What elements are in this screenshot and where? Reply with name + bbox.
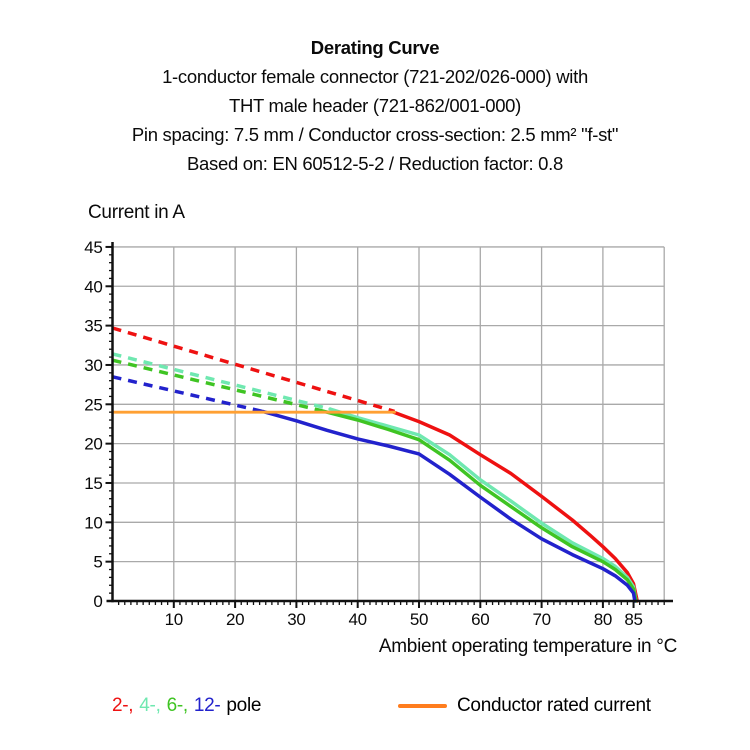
y-tick-label-20: 20 xyxy=(84,435,102,454)
y-tick-label-15: 15 xyxy=(84,474,102,493)
legend-rated-current-label: Conductor rated current xyxy=(457,695,651,716)
y-axis-title: Current in A xyxy=(88,202,185,223)
y-tick-label-25: 25 xyxy=(84,395,102,414)
legend-pole-suffix: pole xyxy=(226,695,262,716)
series-2-pole xyxy=(389,409,639,603)
y-tick-label-40: 40 xyxy=(84,277,102,296)
legend-2-pole: 2-, xyxy=(112,695,134,716)
chart-subtitle-line-2: THT male header (721-862/001-000) xyxy=(228,95,522,116)
chart-subtitle-line-4: Based on: EN 60512-5-2 / Reduction facto… xyxy=(187,153,563,174)
y-tick-label-0: 0 xyxy=(93,592,102,611)
chart-legend: 2-, 4-, 6-, 12- pole Conductor rated cur… xyxy=(0,693,750,727)
x-tick-label-50: 50 xyxy=(410,610,428,629)
series-4-pole xyxy=(328,407,638,603)
y-tick-label-10: 10 xyxy=(84,513,102,532)
y-tick-label-35: 35 xyxy=(84,317,102,336)
legend-4-pole: 4-, xyxy=(139,695,161,716)
chart-subtitle-line-3: Pin spacing: 7.5 mm / Conductor cross-se… xyxy=(131,124,619,145)
y-tick-label-30: 30 xyxy=(84,356,102,375)
x-tick-label-85: 85 xyxy=(624,610,642,629)
legend-12-pole: 12- xyxy=(193,695,221,716)
series-2-pole-reduced-dashed- xyxy=(112,326,395,414)
y-tick-label-45: 45 xyxy=(84,238,102,257)
series-12-pole-reduced-dashed- xyxy=(112,375,264,414)
x-tick-label-20: 20 xyxy=(226,610,244,629)
chart-header: Derating Curve 1-conductor female connec… xyxy=(0,33,750,178)
x-tick-label-60: 60 xyxy=(471,610,489,629)
series-6-pole-reduced-dashed- xyxy=(112,358,319,412)
legend-pole-counts: 2-, 4-, 6-, 12- pole xyxy=(112,695,261,717)
series-6-pole xyxy=(316,408,638,603)
x-tick-label-80: 80 xyxy=(594,610,612,629)
orange-line-swatch xyxy=(398,703,447,709)
x-tick-label-30: 30 xyxy=(287,610,305,629)
x-tick-label-70: 70 xyxy=(532,610,550,629)
x-tick-label-10: 10 xyxy=(165,610,183,629)
x-tick-label-40: 40 xyxy=(349,610,367,629)
y-tick-label-5: 5 xyxy=(93,553,102,572)
series-4-pole-reduced-dashed- xyxy=(112,352,331,411)
legend-rated-current: Conductor rated current xyxy=(398,695,651,717)
x-axis-title: Ambient operating temperature in °C xyxy=(378,636,677,657)
series-12-pole xyxy=(260,409,637,603)
chart-subtitle-line-1: 1-conductor female connector (721-202/02… xyxy=(162,66,588,87)
chart-title: Derating Curve xyxy=(310,37,440,58)
legend-6-pole: 6-, xyxy=(166,695,189,716)
